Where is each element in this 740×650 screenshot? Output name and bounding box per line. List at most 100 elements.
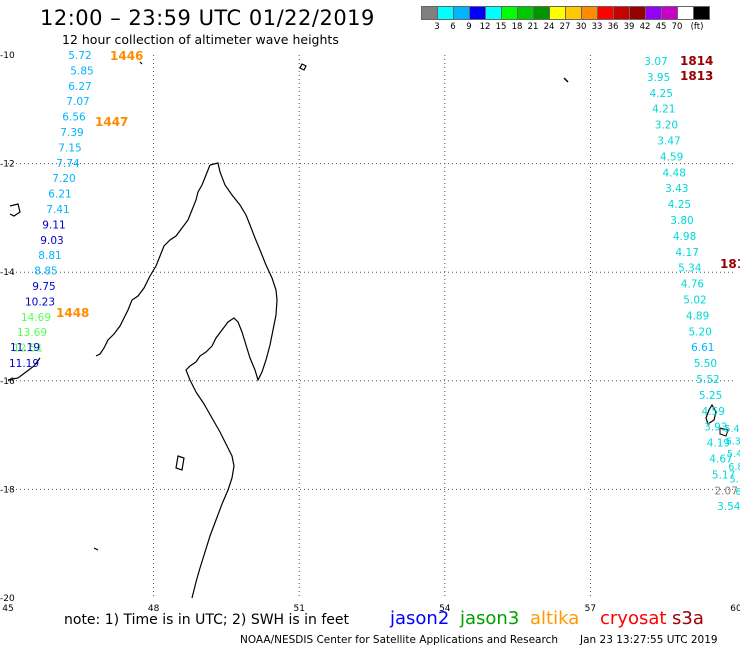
latitude-tick-label: -18 <box>0 485 15 495</box>
satellite-legend-jason2: jason2 <box>390 608 450 629</box>
swh-value-label: 4.59 <box>660 151 683 163</box>
scale-label: 36 <box>607 22 619 32</box>
latitude-tick-label: -16 <box>0 377 15 387</box>
swh-value-label: 4.76 <box>681 279 705 291</box>
islet-5 <box>139 61 143 65</box>
swh-value-label: 3.54 <box>717 501 740 513</box>
scale-label: 70 <box>671 22 683 32</box>
swh-value-label: 7.15 <box>58 142 81 154</box>
swh-value-label: 7.07 <box>66 96 89 108</box>
swh-value-label: 11.19 <box>9 358 39 370</box>
swh-value-label: 5.52 <box>696 374 719 386</box>
track-time-label: 1814 <box>680 54 713 68</box>
track-time-label: 1813 <box>680 69 713 83</box>
swh-value-label: 6.8 <box>728 462 740 473</box>
scale-label: 27 <box>559 22 571 32</box>
swh-value-label: 11.19 <box>10 342 40 354</box>
satellite-legend-cryosat: cryosat <box>600 608 667 629</box>
swh-value-label: 5.02 <box>683 295 706 307</box>
scale-label: 15 <box>495 22 507 32</box>
swh-value-label: 4.59 <box>702 406 725 418</box>
scale-label: 39 <box>623 22 635 32</box>
swh-value-label: 4.67 <box>709 454 732 466</box>
latitude-tick-label: -20 <box>0 594 15 604</box>
altimeter-track-labels: 5.72 5.85 6.27 7.07 6.56 7.39 7.15 7.74 7.20 6.21… <box>9 49 740 513</box>
swh-value-label: 5.20 <box>689 326 712 338</box>
swh-value-label: 3.07 <box>644 56 667 68</box>
scale-label: 9 <box>466 22 472 32</box>
longitude-tick-label: 48 <box>148 604 160 614</box>
swh-value-label: 5.50 <box>694 358 717 370</box>
scale-swatch <box>693 6 710 20</box>
scale-label: 42 <box>639 22 651 32</box>
swh-value-label: 4.21 <box>652 104 675 116</box>
latitude-tick-label: -10 <box>0 51 15 61</box>
track-time-label: 1446 <box>110 49 143 63</box>
swh-value-label: 4.25 <box>650 88 673 100</box>
coastline <box>7 61 729 599</box>
scale-label: 33 <box>591 22 603 32</box>
madagascar-coastline <box>95 162 278 599</box>
map-note: note: 1) Time is in UTC; 2) SWH is in fe… <box>64 612 350 628</box>
scale-unit: (ft) <box>690 22 704 32</box>
mauritius-outline <box>719 427 729 437</box>
scale-label: 12 <box>479 22 491 32</box>
latitude-tick-label: -14 <box>0 268 15 278</box>
map-subtitle: 12 hour collection of altimeter wave hei… <box>62 32 339 47</box>
islet-4 <box>93 547 99 551</box>
mozambique-coast-fragment <box>7 203 41 381</box>
satellite-legend-altika: altika <box>530 608 580 629</box>
credit-timestamp: Jan 23 13:27:55 UTC 2019 <box>580 634 718 646</box>
scale-label: 45 <box>655 22 667 32</box>
scale-label: 21 <box>527 22 539 32</box>
latitude-tick-label: -12 <box>0 160 15 170</box>
swh-value-label: 5.85 <box>70 65 93 77</box>
scale-label: 6 <box>450 22 456 32</box>
swh-value-label: 5.17 <box>712 469 735 481</box>
reunion-island <box>705 403 717 425</box>
swh-value-label: 4.19 <box>707 438 730 450</box>
swh-value-label: 5.4 <box>724 424 739 435</box>
swh-value-label: 12.51 <box>13 343 43 355</box>
swh-value-label: 4.89 <box>686 310 709 322</box>
swh-value-label: 5.34 <box>678 263 702 275</box>
swh-value-label: 7.41 <box>46 204 69 216</box>
swh-value-label: 5.1 <box>730 474 740 485</box>
swh-value-label: 3.93 <box>704 422 727 434</box>
satellite-legend-jason3: jason3 <box>460 608 520 629</box>
track-time-label: 1447 <box>95 115 128 129</box>
swh-value-label: 7.39 <box>60 127 83 139</box>
map-title: 12:00 – 23:59 UTC 01/22/2019 <box>40 6 375 30</box>
swh-value-label: 6.56 <box>62 112 86 124</box>
swh-value-label: 3.20 <box>655 120 678 132</box>
swh-value-label: 3.95 <box>647 72 670 84</box>
swh-value-label: 9.11 <box>42 219 65 231</box>
longitude-tick-label: 45 <box>2 604 13 614</box>
swh-value-label: 3.47 <box>657 136 680 148</box>
swh-value-label: 9.75 <box>32 281 55 293</box>
swh-value-label: 4.25 <box>668 199 691 211</box>
swh-value-label: 6.21 <box>48 189 71 201</box>
axis-tick-labels: 45 48 51 54 57 60 -10 -12 -14 -16 -18 -20 <box>0 51 740 614</box>
scale-label: 3 <box>434 22 440 32</box>
islet-3 <box>175 455 185 471</box>
lat-lon-grid <box>8 55 736 598</box>
credit-line: NOAA/NESDIS Center for Satellite Applica… <box>240 634 558 646</box>
swh-value-label: 4.98 <box>673 231 696 243</box>
swh-value-label: 8.81 <box>38 250 61 262</box>
swh-value-label: 6.61 <box>691 342 714 354</box>
longitude-tick-label: 60 <box>730 604 740 614</box>
swh-value-label: 8.85 <box>34 266 57 278</box>
islet-1 <box>299 63 307 71</box>
swh-value-label: 7.74 <box>56 158 80 170</box>
satellite-legend-s3a: s3a <box>672 608 704 629</box>
swh-value-label: 5.25 <box>699 390 722 402</box>
scale-label: 30 <box>575 22 587 32</box>
longitude-tick-label: 51 <box>293 604 304 614</box>
swh-value-label: 7.20 <box>52 173 75 185</box>
track-time-label: 181 <box>720 257 740 271</box>
swh-value-label: 3.43 <box>665 183 688 195</box>
swh-value-label: 14.69 <box>21 312 51 324</box>
longitude-tick-label: 54 <box>439 604 451 614</box>
swh-value-label: 13.69 <box>17 327 47 339</box>
